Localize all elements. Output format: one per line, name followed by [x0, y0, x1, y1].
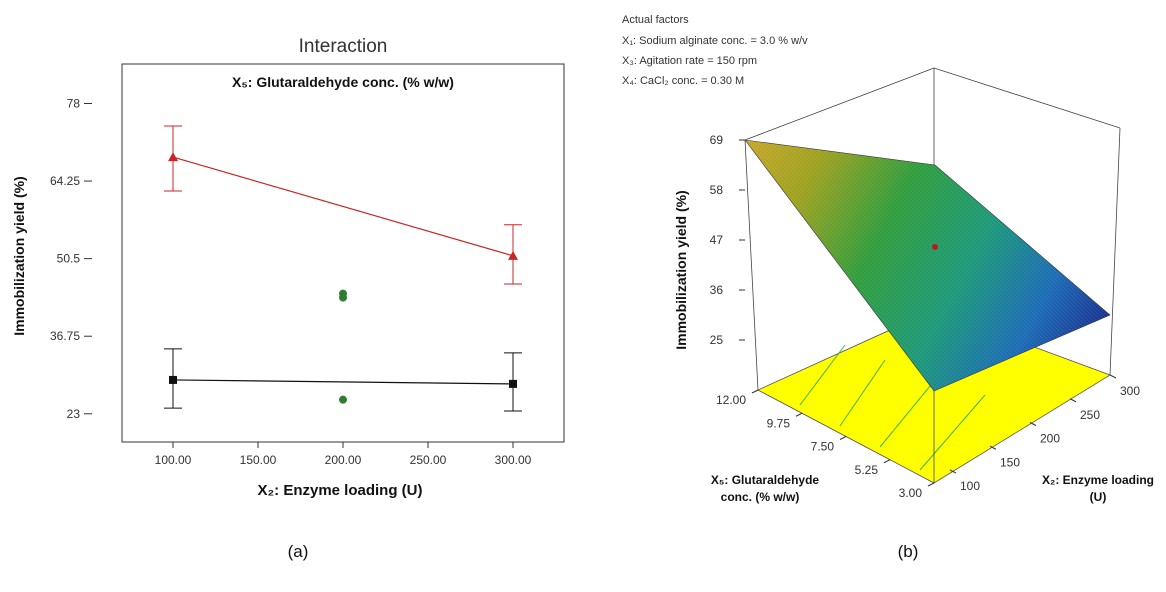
x-tick-label-a: 300.00	[495, 453, 532, 467]
panel-label-a: (a)	[288, 542, 309, 561]
x2-tick-b	[1029, 422, 1037, 426]
factor-x3: X₃: Agitation rate = 150 rpm	[622, 55, 757, 67]
factors-title: Actual factors	[622, 14, 689, 26]
x5-axis-b: 12.00 9.75 7.50 5.25 3.00	[716, 389, 935, 500]
x5-tick-b	[927, 482, 935, 487]
chart-a-subtitle: X₅: Glutaraldehyde conc. (% w/w)	[232, 74, 454, 90]
chart-b-xlabel-2: conc. (% w/w)	[721, 490, 800, 504]
x2-tick-label-b: 200	[1040, 432, 1060, 446]
x-tick-label-a: 150.00	[240, 453, 277, 467]
interaction-chart: Interaction X₅: Glutaraldehyde conc. (% …	[11, 36, 565, 561]
x5-tick-b	[839, 436, 847, 440]
series-group-a	[164, 125, 522, 412]
x5-tick-b	[795, 412, 803, 417]
x2-tick-label-b: 150	[1000, 455, 1020, 469]
x-axis-a: 100.00 150.00 200.00 250.00 300.00	[155, 442, 532, 467]
box-edges	[744, 67, 1121, 391]
x2-tick-b	[1109, 374, 1117, 379]
x5-tick-label-b: 12.00	[716, 393, 746, 407]
chart-a-xlabel: X₂: Enzyme loading (U)	[257, 482, 422, 499]
z-tick-label-b: 36	[710, 283, 724, 297]
panel-label-b: (b)	[898, 542, 919, 561]
series-point-triangle	[508, 250, 518, 260]
x2-axis-b: 100 150 200 250 300	[949, 374, 1140, 493]
series-point-square	[509, 379, 517, 388]
x-tick-label-a: 100.00	[155, 453, 192, 467]
x5-tick-b	[883, 459, 891, 464]
z-tick-label-b: 58	[710, 183, 724, 197]
series-point-square	[169, 375, 177, 384]
factor-x4: X₄: CaCl₂ conc. = 0.30 M	[622, 75, 744, 87]
y-axis-a: 23 36.75 50.5 64.25 78	[50, 96, 92, 421]
chart-a-title: Interaction	[299, 36, 388, 57]
surface-chart: Actual factors X₁: Sodium alginate conc.…	[622, 14, 1154, 561]
chart-a-ylabel: Immobilization yield (%)	[11, 176, 27, 335]
design-point	[339, 395, 347, 404]
y-tick-label-a: 78	[67, 96, 81, 110]
response-surface-mesh	[745, 140, 1110, 391]
floor-contours	[799, 344, 986, 471]
series-line-2	[172, 379, 514, 385]
x-tick-label-a: 250.00	[410, 453, 447, 467]
z-tick-label-b: 47	[710, 233, 724, 247]
x-tick-label-a: 200.00	[325, 453, 362, 467]
center-point	[932, 244, 938, 250]
x5-tick-label-b: 3.00	[899, 486, 923, 500]
x5-tick-label-b: 7.50	[811, 440, 835, 454]
plot-frame-a	[121, 63, 565, 443]
chart-b-ylabel-2: (U)	[1090, 490, 1107, 504]
z-axis-b: 69 58 47 36 25	[710, 133, 745, 347]
x5-tick-b	[751, 389, 759, 394]
series-point-triangle	[168, 152, 178, 162]
x2-tick-label-b: 250	[1080, 408, 1100, 422]
chart-b-xlabel-1: X₅: Glutaraldehyde	[711, 473, 820, 487]
series-line-1	[172, 156, 514, 257]
z-tick-label-b: 69	[710, 133, 724, 147]
y-tick-label-a: 50.5	[57, 252, 81, 266]
chart-b-ylabel-1: X₂: Enzyme loading	[1042, 473, 1154, 487]
x2-tick-b	[949, 469, 957, 474]
design-point	[339, 293, 347, 302]
actual-factors: Actual factors X₁: Sodium alginate conc.…	[622, 14, 808, 87]
x5-tick-label-b: 5.25	[855, 463, 879, 477]
chart-b-zlabel: Immobilization yield (%)	[673, 190, 689, 349]
x5-tick-label-b: 9.75	[767, 416, 791, 430]
y-tick-label-a: 36.75	[50, 329, 80, 343]
factor-x1: X₁: Sodium alginate conc. = 3.0 % w/v	[622, 35, 808, 47]
x2-tick-label-b: 100	[960, 479, 980, 493]
x2-tick-label-b: 300	[1120, 384, 1140, 398]
z-tick-label-b: 25	[710, 333, 724, 347]
y-tick-label-a: 23	[67, 407, 81, 421]
x2-tick-b	[989, 445, 997, 450]
x2-tick-b	[1069, 398, 1077, 403]
y-tick-label-a: 64.25	[50, 174, 80, 188]
